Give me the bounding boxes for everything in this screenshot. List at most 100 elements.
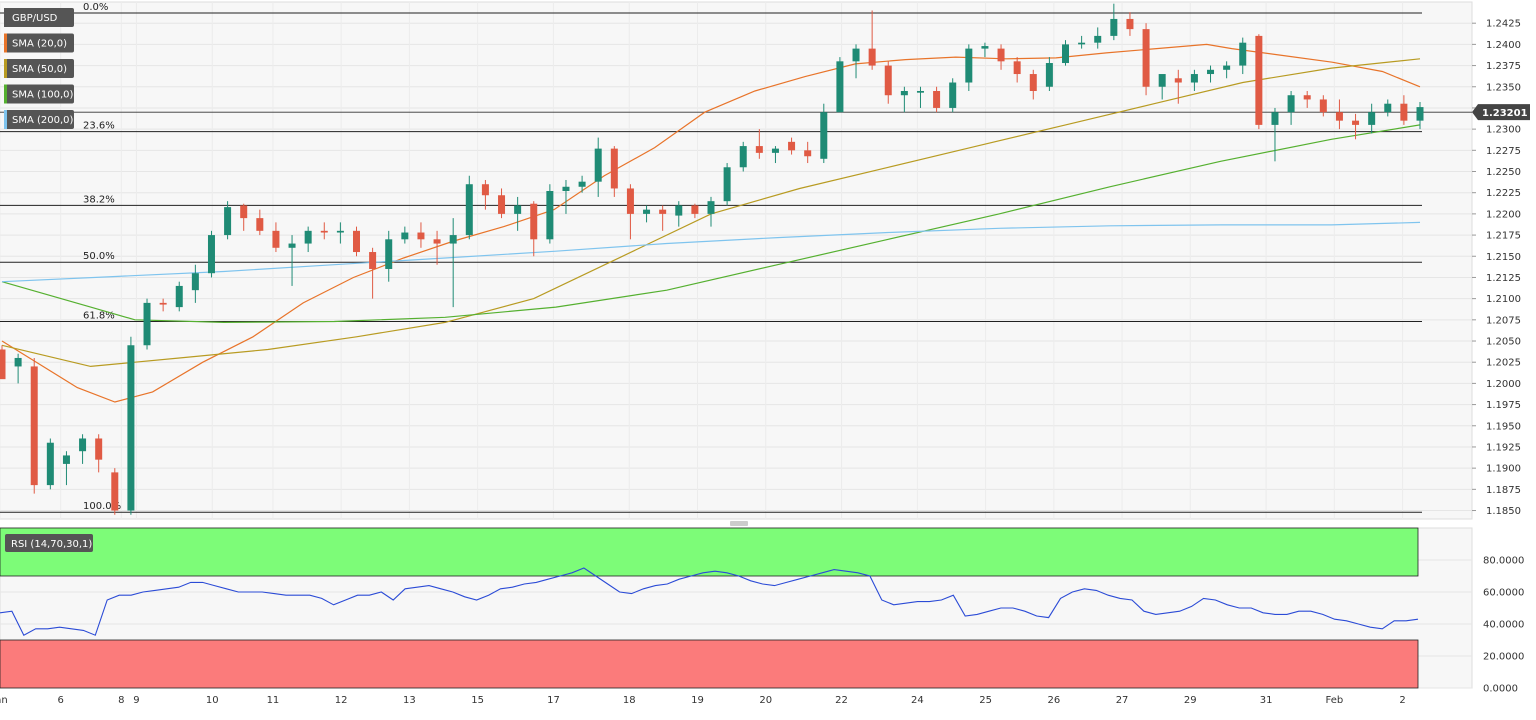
candle-body	[1110, 18, 1118, 36]
price-tick-label: 1.2400	[1486, 40, 1521, 51]
sma-200-line	[1, 221, 1421, 283]
legend-color-swatch	[4, 84, 7, 104]
legend-item-label: SMA (100,0)	[12, 90, 74, 101]
candle-body	[755, 146, 763, 153]
sma-20-line	[1, 43, 1421, 403]
legend-item[interactable]: SMA (50,0)	[4, 59, 74, 78]
candle-body	[417, 232, 425, 240]
time-tick-label: 13	[403, 695, 416, 706]
price-tick-label: 1.2125	[1486, 273, 1521, 284]
candle-body	[1368, 112, 1376, 125]
fib-level-label: 23.6%	[83, 121, 115, 132]
fibonacci-levels: 0.0% 23.6% 38.2% 50.0% 61.8% 100.0%	[0, 2, 1472, 513]
candle-body	[30, 366, 38, 486]
legend-color-swatch	[4, 33, 7, 53]
time-tick-label: Jan	[0, 695, 8, 706]
price-tick-label: 1.1875	[1486, 485, 1521, 496]
candle-body	[272, 230, 280, 248]
legend-item[interactable]: GBP/USD	[4, 8, 74, 27]
candle-body	[111, 472, 119, 511]
time-tick-label: 27	[1116, 695, 1129, 706]
pane-splitter[interactable]	[730, 521, 748, 526]
candle-body	[224, 207, 232, 236]
candle-body	[916, 90, 924, 93]
candle-body	[304, 230, 312, 244]
candle-body	[1223, 65, 1231, 70]
legend-item[interactable]: SMA (100,0)	[4, 84, 74, 104]
time-tick-label: 8	[118, 695, 124, 706]
main-plot-area[interactable]	[0, 1, 1473, 520]
time-tick-label: 20	[759, 695, 772, 706]
price-tick-label: 1.1975	[1486, 400, 1521, 411]
candle-body	[530, 203, 538, 240]
candle-body	[578, 181, 586, 187]
candle-body	[1094, 35, 1102, 43]
price-tick-label: 1.1850	[1486, 506, 1521, 517]
time-tick-label: Feb	[1325, 695, 1343, 706]
legend-item-background	[4, 59, 74, 78]
price-tick-label: 1.2050	[1486, 337, 1521, 348]
candle-body	[691, 205, 699, 214]
candle-body	[433, 239, 441, 244]
candle-body	[369, 252, 377, 269]
candle-body	[1319, 99, 1327, 113]
candle-body	[562, 186, 570, 192]
rsi-tick-label: 0.0000	[1483, 684, 1518, 695]
candle-body	[1126, 18, 1134, 30]
fib-level-label: 61.8%	[83, 311, 115, 322]
rsi-legend-item[interactable]: RSI (14,70,30,1)	[5, 534, 93, 552]
rsi-zones	[0, 527, 1419, 689]
legend-color-swatch	[4, 110, 7, 129]
legend-item[interactable]: SMA (20,0)	[4, 33, 74, 53]
candle-body	[788, 141, 796, 151]
price-tick-label: 1.1950	[1486, 421, 1521, 432]
candle-body	[949, 82, 957, 108]
price-tick-label: 1.2425	[1486, 19, 1521, 30]
time-tick-label: 29	[1184, 695, 1197, 706]
time-tick-label: 2	[1399, 695, 1405, 706]
price-tick-label: 1.2200	[1486, 209, 1521, 220]
rsi-tick-label: 40.0000	[1483, 620, 1524, 631]
last-price-label: 1.23201	[1482, 108, 1528, 119]
legend-color-swatch	[4, 59, 7, 78]
candle-body	[127, 345, 135, 511]
candle-body	[353, 230, 360, 253]
candle-body	[659, 209, 667, 214]
price-tick-label: 1.2000	[1486, 379, 1521, 390]
main-grid	[0, 2, 1472, 519]
candles	[0, 3, 1424, 515]
time-tick-label: 31	[1260, 695, 1273, 706]
price-tick-label: 1.2375	[1486, 61, 1521, 72]
candle-body	[1335, 112, 1343, 121]
fib-level-label: 0.0%	[83, 2, 108, 13]
price-tick-label: 1.2275	[1486, 146, 1521, 157]
candle-body	[1255, 35, 1263, 125]
price-tick-label: 1.2350	[1486, 82, 1521, 93]
candle-body	[626, 188, 634, 214]
legend-item[interactable]: SMA (200,0)	[4, 110, 74, 129]
time-tick-label: 25	[979, 695, 992, 706]
candle-body	[175, 285, 183, 308]
candle-body	[46, 442, 54, 486]
time-tick-label: 18	[623, 695, 636, 706]
candle-body	[933, 90, 941, 108]
price-tick-label: 1.2150	[1486, 252, 1521, 263]
candle-body	[884, 65, 892, 96]
time-tick-label: 26	[1047, 695, 1060, 706]
candle-body	[159, 302, 167, 305]
candle-body	[804, 150, 812, 157]
legend-item-background	[4, 8, 74, 27]
candle-body	[1158, 74, 1166, 87]
candle-body	[610, 148, 618, 189]
price-tick-label: 1.2075	[1486, 315, 1521, 326]
rsi-overbought-zone	[0, 527, 1419, 577]
legend-item-label: SMA (50,0)	[12, 64, 67, 75]
price-tick-label: 1.2300	[1486, 125, 1521, 136]
candle-body	[143, 302, 151, 346]
candle-body	[1303, 95, 1311, 100]
candle-body	[965, 48, 973, 83]
candle-body	[191, 273, 199, 291]
candle-body	[1352, 120, 1360, 125]
candle-body	[981, 46, 989, 49]
